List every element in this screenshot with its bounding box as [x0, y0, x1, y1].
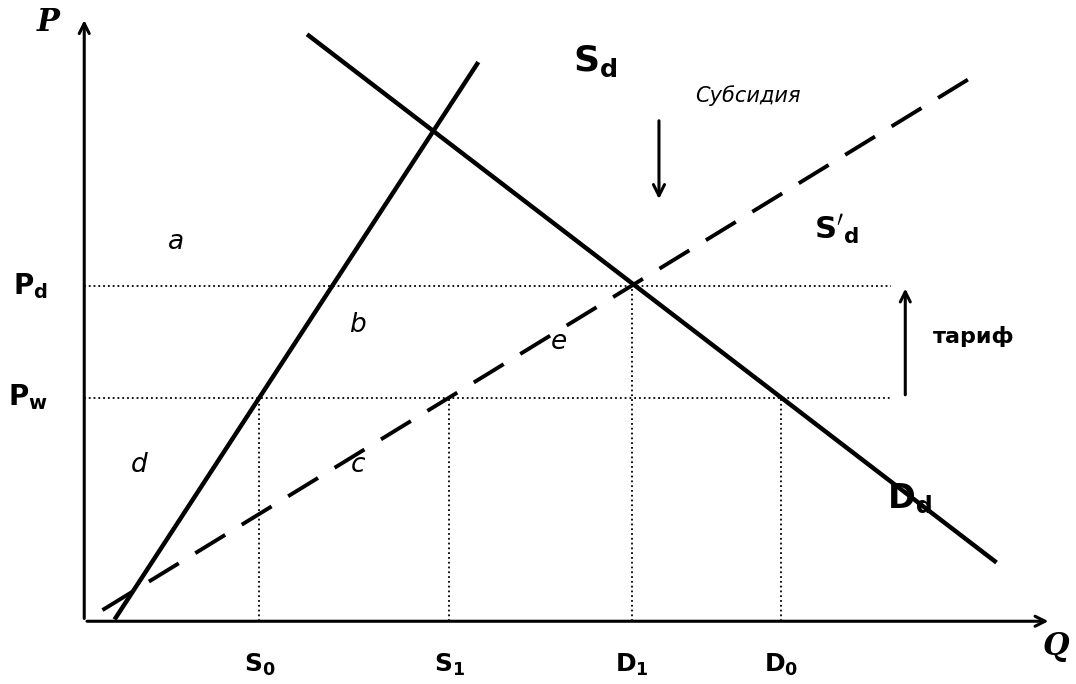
- Text: тариф: тариф: [933, 326, 1015, 347]
- Text: $\mathit{a}$: $\mathit{a}$: [167, 228, 184, 254]
- Text: $\mathit{d}$: $\mathit{d}$: [129, 452, 148, 477]
- Text: $\mathbf{P_d}$: $\mathbf{P_d}$: [13, 271, 47, 301]
- Text: $\mathbf{D_0}$: $\mathbf{D_0}$: [764, 652, 798, 679]
- Text: $\mathit{c}$: $\mathit{c}$: [350, 452, 366, 477]
- Text: $\mathit{b}$: $\mathit{b}$: [350, 313, 367, 337]
- Text: Q: Q: [1043, 631, 1070, 662]
- Text: $\mathbf{S_0}$: $\mathbf{S_0}$: [243, 652, 275, 679]
- Text: $\mathbf{S_1}$: $\mathbf{S_1}$: [434, 652, 465, 679]
- Text: $\mathbf{S'_d}$: $\mathbf{S'_d}$: [815, 213, 859, 247]
- Text: P: P: [37, 8, 59, 38]
- Text: Субсидия: Субсидия: [695, 86, 801, 106]
- Text: $\mathbf{D_1}$: $\mathbf{D_1}$: [614, 652, 649, 679]
- Text: $\mathbf{P_w}$: $\mathbf{P_w}$: [8, 382, 47, 412]
- Text: $\mathbf{S_d}$: $\mathbf{S_d}$: [572, 44, 618, 79]
- Text: $\mathit{e}$: $\mathit{e}$: [550, 329, 567, 354]
- Text: $\mathbf{D_d}$: $\mathbf{D_d}$: [887, 481, 932, 516]
